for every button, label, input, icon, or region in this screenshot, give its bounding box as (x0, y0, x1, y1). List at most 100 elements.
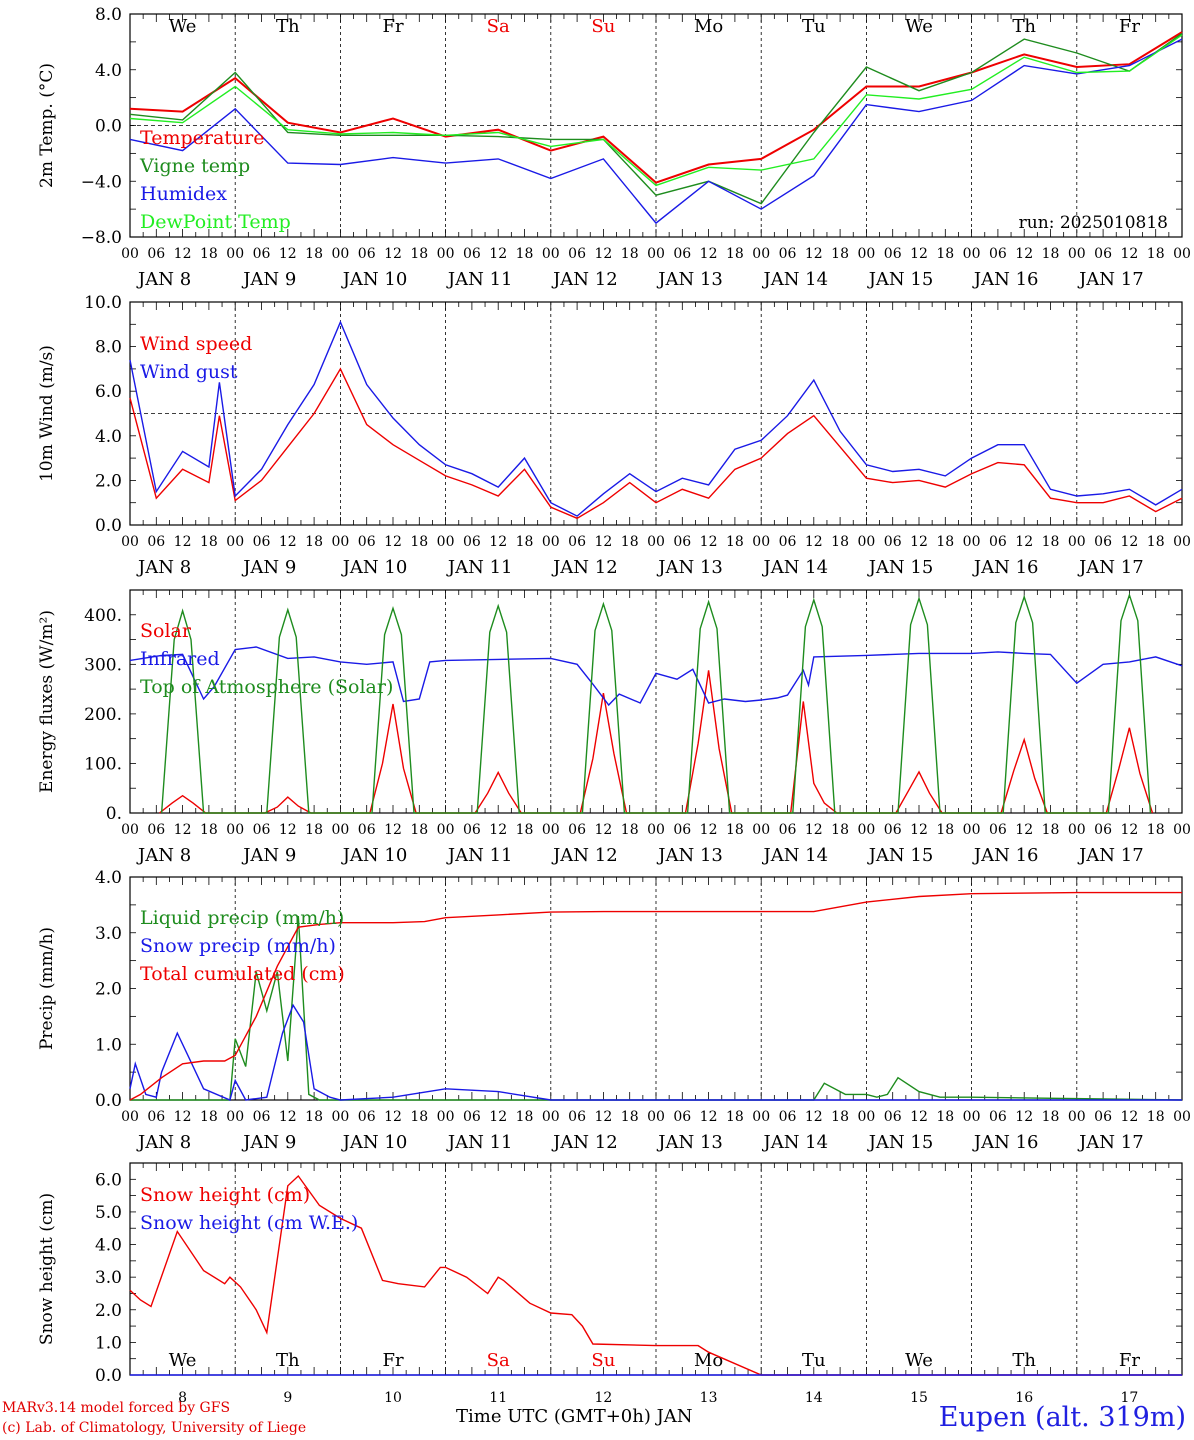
series-line (129, 320, 1183, 517)
hour-label: 06 (989, 534, 1007, 550)
weekday-label: Mo (694, 16, 723, 37)
weekday-label: Fr (1119, 1350, 1140, 1371)
hour-label: 06 (358, 246, 376, 262)
hour-label: 12 (910, 1109, 928, 1125)
hour-label: 00 (226, 534, 244, 550)
credit-model: MARv3.14 model forced by GFS (2, 1400, 231, 1416)
hour-label: 00 (226, 246, 244, 262)
date-label: JAN 17 (1077, 845, 1144, 866)
hour-label: 12 (700, 1109, 718, 1125)
y-tick-label: 0.0 (95, 516, 122, 536)
y-tick-label: −8.0 (81, 228, 122, 248)
date-number: 15 (910, 1390, 928, 1406)
date-number: 16 (1015, 1390, 1033, 1406)
hour-label: 06 (989, 246, 1007, 262)
hour-label: 12 (174, 1109, 192, 1125)
date-label: JAN 15 (867, 845, 934, 866)
hour-label: 00 (857, 822, 875, 838)
y-tick-label: 400. (84, 606, 122, 626)
hour-label: 06 (673, 1109, 691, 1125)
hour-label: 06 (147, 534, 165, 550)
hour-label: 00 (963, 534, 981, 550)
legend-entry: Solar (140, 620, 192, 642)
hour-label: 06 (779, 1109, 797, 1125)
hour-label: 12 (279, 534, 297, 550)
date-label: JAN 9 (241, 845, 296, 866)
hour-label: 06 (463, 822, 481, 838)
hour-label: 18 (200, 822, 218, 838)
hour-label: 12 (489, 534, 507, 550)
hour-label: 06 (884, 822, 902, 838)
y-tick-label: 8.0 (95, 338, 122, 358)
hour-label: 06 (147, 1109, 165, 1125)
date-number: 10 (384, 1390, 402, 1406)
date-label: JAN 14 (762, 845, 829, 866)
date-label: JAN 10 (341, 557, 408, 578)
y-tick-label: 4.0 (95, 61, 122, 81)
date-label: JAN 15 (867, 557, 934, 578)
hour-label: 18 (1147, 246, 1165, 262)
hour-label: 00 (752, 822, 770, 838)
hour-label: 06 (779, 534, 797, 550)
hour-label: 18 (516, 822, 534, 838)
legend-entry: Wind speed (140, 333, 252, 355)
hour-label: 00 (752, 246, 770, 262)
hour-label: 18 (831, 1109, 849, 1125)
date-label: JAN 16 (972, 845, 1039, 866)
weekday-label: Fr (382, 1350, 403, 1371)
y-axis-label: Energy fluxes (W/m²) (37, 610, 57, 793)
date-label: JAN 10 (341, 845, 408, 866)
legend-entry: Vigne temp (139, 155, 250, 177)
date-label: JAN 10 (341, 269, 408, 290)
hour-label: 12 (1015, 534, 1033, 550)
hour-label: 06 (463, 534, 481, 550)
legend-entry: Snow precip (mm/h) (140, 935, 336, 957)
hour-label: 18 (410, 246, 428, 262)
series-line (129, 38, 1183, 225)
hour-label: 00 (963, 1109, 981, 1125)
date-label: JAN 12 (551, 845, 618, 866)
hour-label: 18 (516, 1109, 534, 1125)
hour-label: 12 (1015, 246, 1033, 262)
weekday-label: We (169, 16, 197, 37)
hour-label: 06 (1094, 1109, 1112, 1125)
date-label: JAN 11 (446, 845, 513, 866)
hour-label: 18 (200, 534, 218, 550)
hour-label: 18 (200, 1109, 218, 1125)
hour-label: 18 (1042, 822, 1060, 838)
legend-entry: Snow height (cm) (140, 1184, 310, 1206)
weekday-label: Th (276, 1350, 300, 1371)
hour-label: 06 (568, 822, 586, 838)
hour-label: 12 (384, 534, 402, 550)
y-tick-label: 1.0 (95, 1035, 122, 1055)
date-label: JAN 17 (1077, 269, 1144, 290)
hour-label: 12 (1120, 246, 1138, 262)
hour-label: 18 (1147, 1109, 1165, 1125)
hour-label: 18 (200, 246, 218, 262)
date-label: JAN 16 (972, 269, 1039, 290)
date-number: 11 (489, 1390, 507, 1406)
hour-label: 12 (594, 246, 612, 262)
hour-label: 00 (542, 1109, 560, 1125)
hour-label: 06 (358, 534, 376, 550)
hour-label: 06 (1094, 534, 1112, 550)
legend-entry: Humidex (140, 183, 227, 205)
weekday-label: Th (1012, 16, 1036, 37)
y-tick-label: −4.0 (81, 172, 122, 192)
y-tick-label: 100. (84, 754, 122, 774)
date-label: JAN 16 (972, 1132, 1039, 1153)
hour-label: 06 (673, 246, 691, 262)
hour-label: 18 (1147, 822, 1165, 838)
hour-label: 06 (884, 534, 902, 550)
y-axis-label: 2m Temp. (°C) (37, 63, 57, 188)
hour-label: 00 (437, 534, 455, 550)
hour-label: 00 (752, 534, 770, 550)
date-label: JAN 8 (136, 1132, 191, 1153)
date-number: 14 (805, 1390, 823, 1406)
hour-label: 00 (647, 1109, 665, 1125)
hour-label: 18 (621, 822, 639, 838)
hour-label: 00 (331, 1109, 349, 1125)
run-label: run: 2025010818 (1019, 213, 1168, 233)
hour-label: 12 (594, 534, 612, 550)
